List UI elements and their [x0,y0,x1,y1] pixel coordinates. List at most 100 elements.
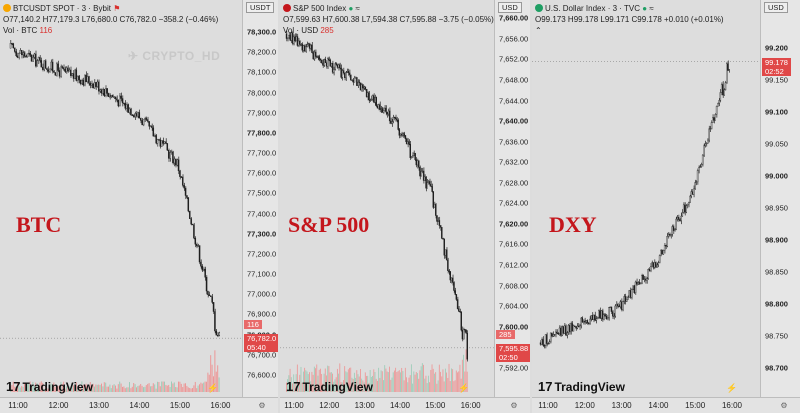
spx-currency-selector[interactable]: USD [498,2,522,13]
candle-body [330,62,333,67]
price-tick-label: 99.150 [765,75,788,85]
volume-bar [89,382,91,392]
candle-body [25,56,27,58]
candle-body [67,67,69,72]
candle-body [461,329,464,340]
spx-chart-panel[interactable]: S&P 500 Index ● ≈ O7,599.63 H7,600.38 L7… [280,0,530,413]
price-tick-label: 77,500.0 [247,188,277,198]
candle-body [341,70,344,78]
candle-body [403,133,405,136]
candle-body [728,69,730,71]
settings-gear-icon[interactable]: ⚙ [780,401,788,410]
flag-icon[interactable]: ⚑ [113,4,121,13]
dxy-price-axis[interactable]: USD 99.200 99.150 99.100 99.050 99.000 98.950… [760,0,800,397]
btc-time-axis[interactable]: 11:00 12:00 13:00 14:00 15:00 16:00 ⚙ [0,397,278,413]
candle-body [364,86,367,90]
candle-body [314,51,317,57]
volume-bar [292,383,293,392]
collapse-chevron-icon[interactable]: ⌃ [535,26,542,35]
last-price-tag: 99.178 02:52 [762,57,791,76]
volume-bar [116,388,118,392]
volume-bar [298,382,299,392]
candle-body [163,141,166,144]
volume-bar [94,386,95,392]
settings-gear-icon[interactable]: ⚙ [510,401,518,410]
candle-body [605,316,608,320]
dxy-chart-panel[interactable]: U.S. Dollar Index · 3 · TVC ● ≈ O99.173 … [532,0,800,413]
candle-body [209,295,212,297]
candle-body [691,191,694,195]
candle-body [43,60,45,70]
price-tick-label: 7,620.00 [499,219,529,229]
candle-body [450,277,453,281]
btc-price-plot[interactable] [0,0,242,397]
candle-body [667,234,670,237]
spx-time-axis[interactable]: 11:00 12:00 13:00 14:00 15:00 16:00 ⚙ [280,397,530,413]
settings-gear-icon[interactable]: ⚙ [258,401,266,410]
candle-body [393,117,396,119]
price-tick-label: 77,200.0 [247,249,277,259]
candle-body [166,143,169,151]
volume-bar [129,382,130,392]
candle-body [447,259,449,271]
volume-bar [396,371,398,392]
spx-symbol-name[interactable]: S&P 500 Index [293,4,347,13]
volume-bar [404,367,406,392]
lightning-icon[interactable]: ⚡ [458,383,470,393]
volume-bar [464,371,466,392]
volume-bar [124,388,126,392]
volume-tag: 285 [496,329,515,339]
volume-bar [183,383,185,392]
price-tick-label: 7,628.00 [499,178,529,188]
dxy-price-plot[interactable] [532,0,760,397]
volume-bar [327,365,329,392]
time-tick-label: 15:00 [685,401,706,410]
time-tick-label: 12:00 [48,401,69,410]
dxy-time-axis[interactable]: 11:00 12:00 13:00 14:00 15:00 16:00 ⚙ [532,397,800,413]
btc-currency-selector[interactable]: USDT [246,2,275,13]
candle-body [72,73,75,79]
volume-bar [161,381,163,392]
candle-body [542,339,544,346]
tradingview-logo[interactable]: 17 TradingView [538,379,625,394]
lightning-icon[interactable]: ⚡ [726,383,738,393]
candle-body [710,122,713,129]
volume-bar [390,379,392,392]
btc-price-axis[interactable]: USDT 78,300.0 78,200.0 78,100.0 78,000.0 77,… [242,0,278,397]
btc-symbol-name[interactable]: BTCUSDT SPOT · 3 · Bybit [13,4,111,13]
last-price-tag: 7,595.88 02:50 [496,343,530,362]
price-tick-label: 7,608.00 [499,281,529,290]
tradingview-logo[interactable]: 17 TradingView [286,379,373,394]
volume-bar [134,384,136,392]
spx-price-axis[interactable]: USD 7,660.00 7,656.00 7,652.00 7,648.00 7,64… [494,0,530,397]
candle-body [680,215,682,221]
candle-body [579,325,581,328]
candle-body [334,63,336,70]
candle-body [615,304,618,307]
volume-bar [362,380,364,392]
candle-body [698,166,700,171]
candle-body [722,84,724,96]
btc-chart-panel[interactable]: BTCUSDT SPOT · 3 · Bybit ⚑ O77,140.2 H77… [0,0,278,413]
candle-body [46,68,48,70]
candle-body [647,269,649,279]
volume-bar [21,386,23,392]
candle-body [563,325,566,334]
volume-bar [25,387,27,392]
candle-body [604,314,606,317]
candle-body [565,325,567,336]
candle-body [28,52,30,55]
volume-bar [102,386,104,392]
dxy-currency-selector[interactable]: USD [764,2,788,13]
candle-body [135,113,138,117]
candle-body [308,43,311,49]
spx-price-plot[interactable] [280,0,494,397]
volume-bar [148,383,150,392]
dxy-symbol-name[interactable]: U.S. Dollar Index · 3 · TVC [545,4,640,13]
volume-bar [391,377,393,392]
tradingview-logo[interactable]: 17 TradingView [6,379,93,394]
candle-body [151,125,153,129]
candle-body [61,66,64,68]
lightning-icon[interactable]: ⚡ [207,383,219,393]
candle-body [335,63,337,66]
